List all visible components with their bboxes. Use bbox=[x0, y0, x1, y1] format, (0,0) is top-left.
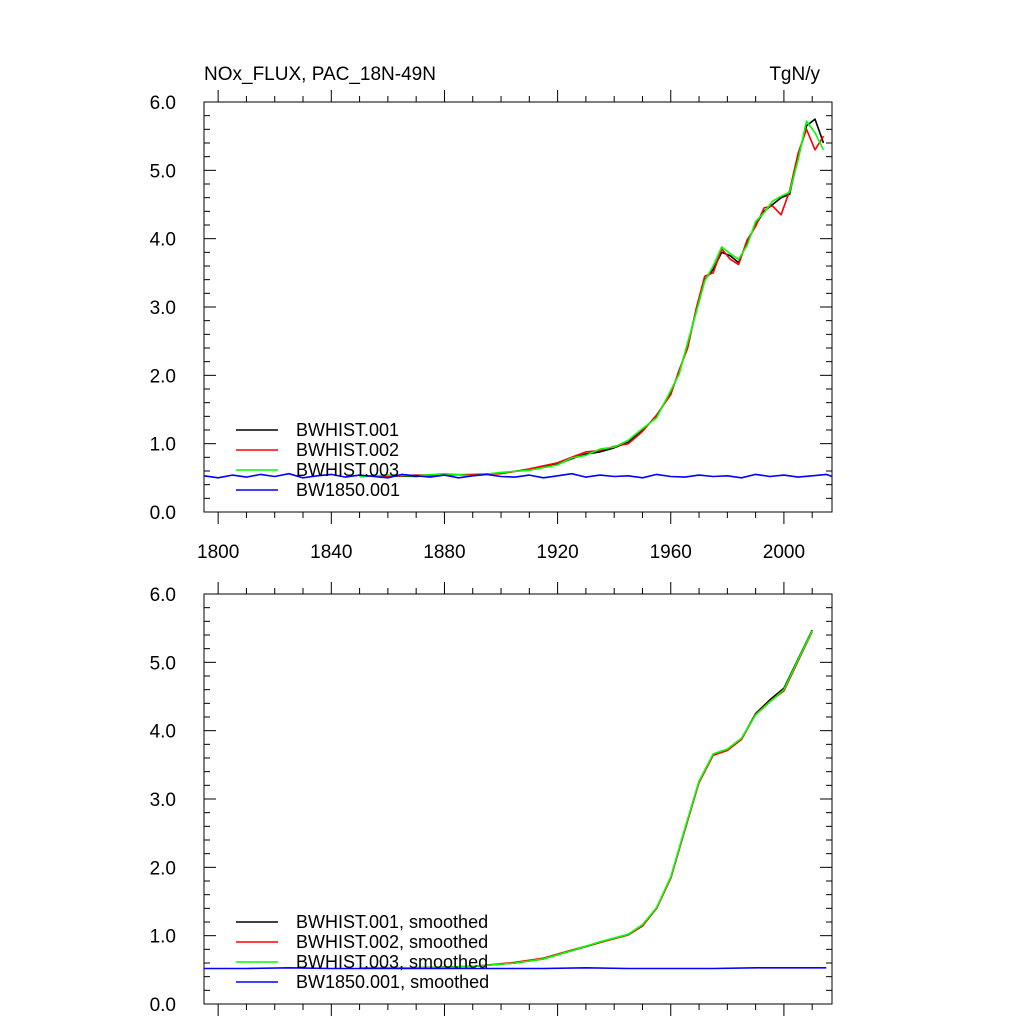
series-line-3 bbox=[359, 120, 825, 478]
y-tick-label: 2.0 bbox=[150, 366, 176, 387]
y-tick-label: 1.0 bbox=[150, 927, 176, 948]
series-line-1 bbox=[359, 118, 825, 478]
units-label: TgN/y bbox=[769, 64, 820, 85]
x-tick-label: 1840 bbox=[310, 542, 352, 563]
chart-panel-1: 0.0 1.0 2.0 3.0 4.0 5.0 6.0 1800 1840 1880 1920 196… bbox=[150, 90, 833, 563]
legend-label: BWHIST.001 bbox=[296, 420, 399, 440]
legend-label: BWHIST.002 bbox=[296, 440, 399, 460]
series-group bbox=[204, 629, 827, 970]
y-tick-label: 0.0 bbox=[150, 995, 176, 1016]
y-tick-label: 2.0 bbox=[150, 858, 176, 879]
x-tick-label: 2000 bbox=[763, 542, 805, 563]
x-tick-label: 1880 bbox=[423, 542, 465, 563]
series-line-2 bbox=[359, 128, 825, 478]
series-line-4 bbox=[204, 472, 832, 479]
legend-label: BWHIST.003 bbox=[296, 460, 399, 480]
y-tick-label: 0.0 bbox=[150, 503, 176, 524]
x-tick-label: 1920 bbox=[536, 542, 578, 563]
y-tick-label: 4.0 bbox=[150, 722, 176, 743]
y-tick-label: 5.0 bbox=[150, 161, 176, 182]
x-tick-label: 1800 bbox=[197, 542, 239, 563]
y-tick-label: 6.0 bbox=[150, 93, 176, 114]
y-tick-label: 3.0 bbox=[150, 298, 176, 319]
y-tick-label: 4.0 bbox=[150, 230, 176, 251]
x-tick-label: 1960 bbox=[650, 542, 692, 563]
legend-label: BWHIST.001, smoothed bbox=[296, 912, 488, 932]
y-tick-label: 5.0 bbox=[150, 653, 176, 674]
y-tick-label: 6.0 bbox=[150, 585, 176, 606]
legend-label: BWHIST.003, smoothed bbox=[296, 952, 488, 972]
legend-label: BW1850.001 bbox=[296, 480, 400, 500]
series-group bbox=[204, 118, 832, 479]
legend-label: BWHIST.002, smoothed bbox=[296, 932, 488, 952]
series-line-4 bbox=[204, 966, 827, 970]
series-line-3 bbox=[359, 630, 813, 969]
y-tick-label: 3.0 bbox=[150, 790, 176, 811]
chart-title: NOx_FLUX, PAC_18N-49N bbox=[204, 64, 436, 85]
chart-panel-2: 0.0 1.0 2.0 3.0 4.0 5.0 6.0 BWHIST.001, smoothe… bbox=[150, 582, 833, 1016]
legend-label: BW1850.001, smoothed bbox=[296, 972, 489, 992]
y-tick-label: 1.0 bbox=[150, 435, 176, 456]
